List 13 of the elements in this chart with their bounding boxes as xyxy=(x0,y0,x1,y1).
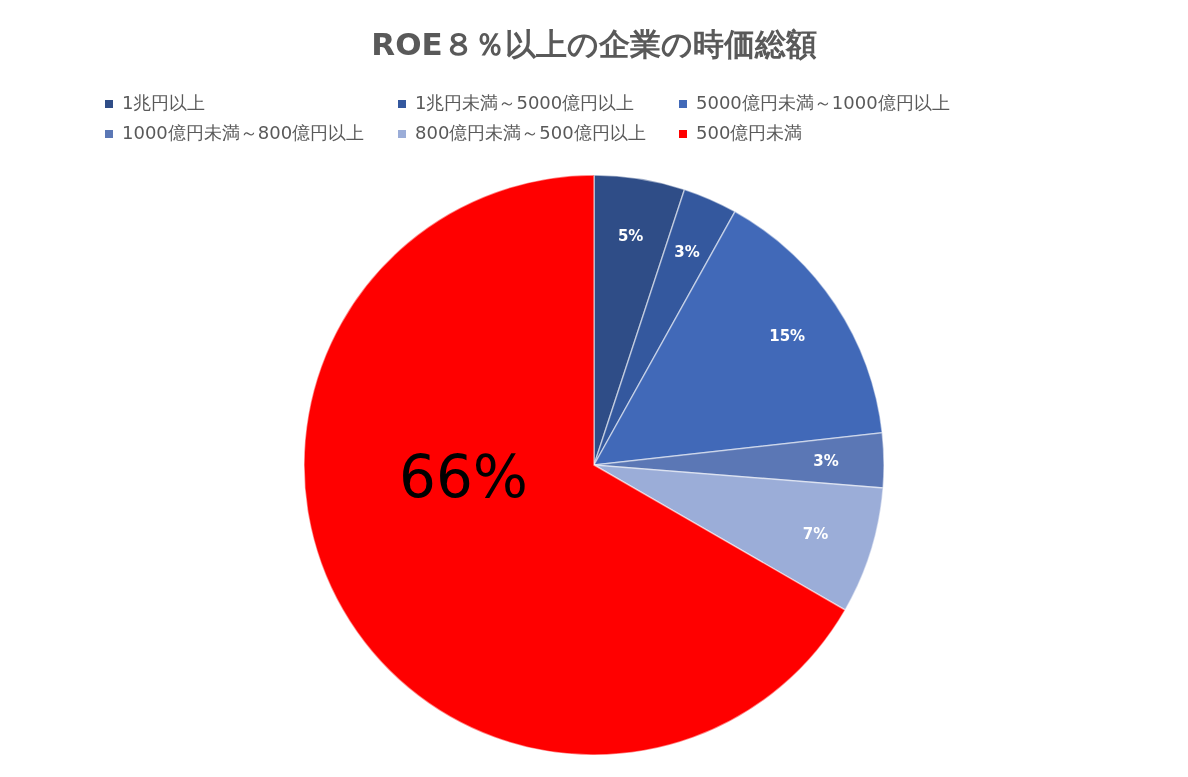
legend-label: 1兆円未満～5000億円以上 xyxy=(415,92,635,113)
legend-label: 800億円未満～500億円以上 xyxy=(415,122,646,143)
data-label: 5% xyxy=(617,226,644,245)
data-label: 3% xyxy=(674,243,700,262)
legend-label: 5000億円未満～1000億円以上 xyxy=(696,92,950,113)
chart-title: ROE８％以上の企業の時価総額 xyxy=(371,26,817,62)
data-label: 66% xyxy=(398,442,528,511)
data-label: 15% xyxy=(769,327,806,346)
data-label: 3% xyxy=(813,452,839,471)
data-label: 7% xyxy=(802,524,829,543)
legend-label: 1000億円未満～800億円以上 xyxy=(122,122,365,143)
legend-label: 500億円未満 xyxy=(696,122,803,143)
legend-label: 1兆円以上 xyxy=(122,92,206,113)
